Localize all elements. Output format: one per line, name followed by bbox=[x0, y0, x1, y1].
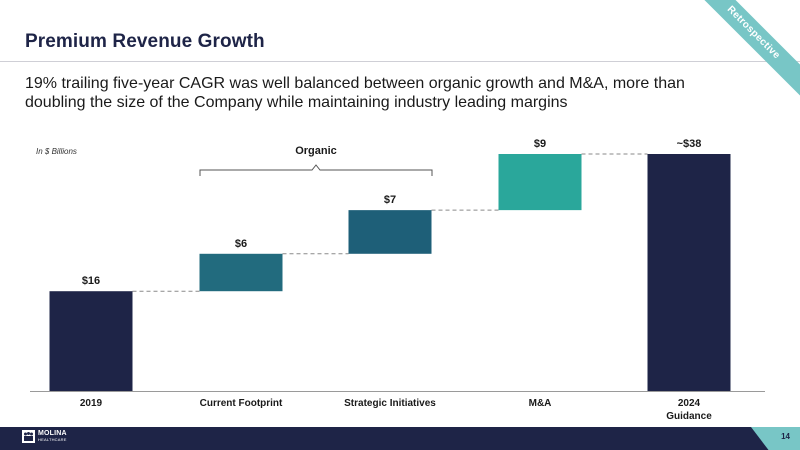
bar-3 bbox=[498, 154, 582, 211]
bar-4 bbox=[647, 154, 731, 391]
category-label-4: 2024 bbox=[678, 398, 701, 409]
category-label-4-line1: Guidance bbox=[666, 411, 712, 422]
logo-name: MOLINA bbox=[38, 430, 67, 437]
bar-0 bbox=[49, 291, 133, 391]
category-label-3: M&A bbox=[529, 398, 552, 409]
data-label-0: $16 bbox=[82, 275, 100, 287]
data-label-4: ~$38 bbox=[677, 138, 702, 150]
units-note: In $ Billions bbox=[36, 147, 77, 156]
logo-subtitle: HEALTHCARE bbox=[38, 437, 67, 442]
category-label-0: 2019 bbox=[80, 398, 103, 409]
page-title: Premium Revenue Growth bbox=[25, 31, 265, 52]
data-label-3: $9 bbox=[534, 138, 546, 150]
data-label-1: $6 bbox=[235, 238, 247, 250]
company-logo: MOLINA HEALTHCARE bbox=[22, 430, 67, 443]
data-label-2: $7 bbox=[384, 194, 396, 206]
category-label-1: Current Footprint bbox=[200, 398, 283, 409]
organic-bracket bbox=[199, 164, 433, 176]
category-label-2: Strategic Initiatives bbox=[344, 398, 436, 409]
footer-bar bbox=[0, 427, 800, 450]
page-subtitle: 19% trailing five-year CAGR was well bal… bbox=[25, 75, 685, 111]
title-divider bbox=[0, 61, 800, 62]
bar-1 bbox=[199, 253, 283, 292]
organic-label: Organic bbox=[295, 145, 337, 157]
bar-2 bbox=[348, 210, 432, 254]
page-number: 14 bbox=[781, 432, 790, 441]
logo-people-icon bbox=[22, 430, 35, 443]
